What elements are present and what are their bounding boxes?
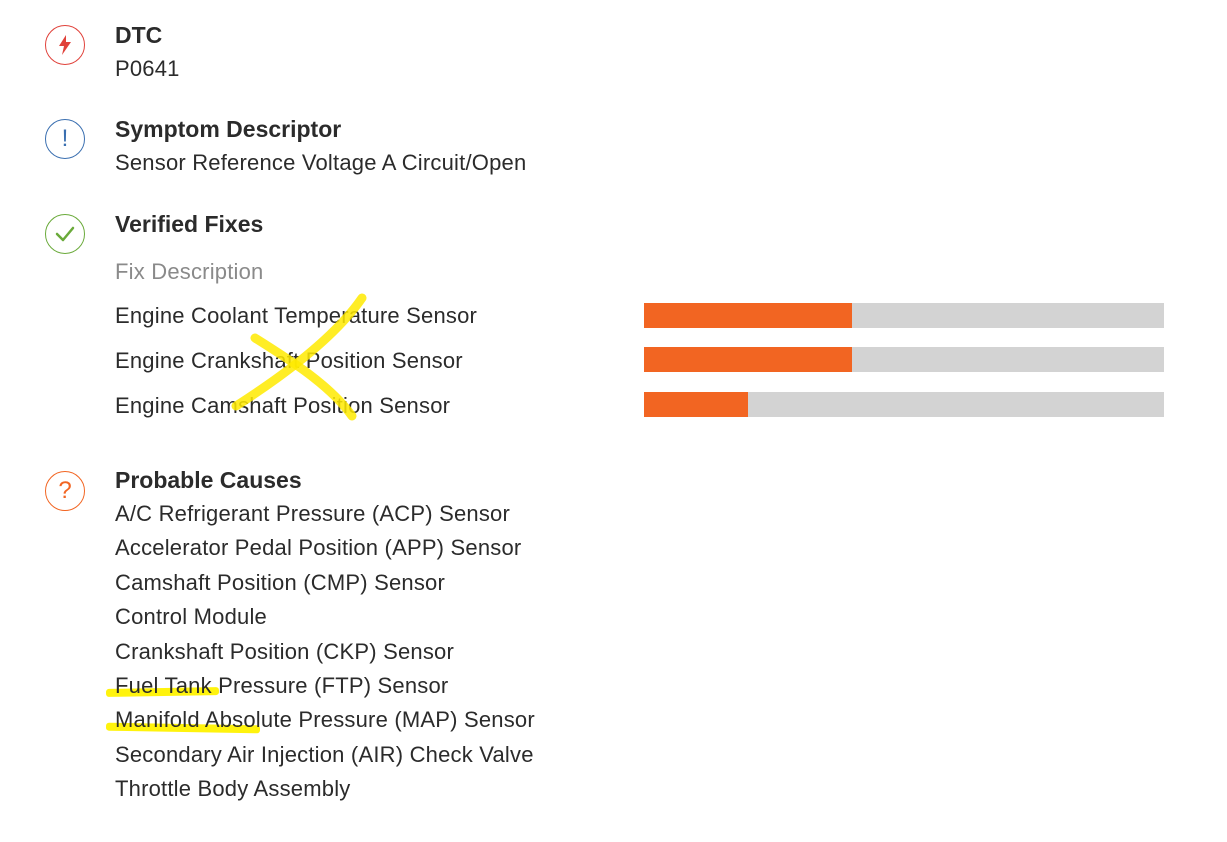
symptom-value: Sensor Reference Voltage A Circuit/Open	[115, 150, 527, 175]
check-icon	[55, 226, 75, 242]
symptom-title: Symptom Descriptor	[115, 116, 342, 142]
exclamation-icon: !	[61, 125, 69, 152]
cause-item: Fuel Tank Pressure (FTP) Sensor	[115, 673, 449, 698]
fix-bar-fill	[644, 303, 852, 328]
cause-item: Manifold Absolute Pressure (MAP) Sensor	[115, 707, 535, 732]
lightning-icon	[58, 35, 72, 55]
cause-item: Control Module	[115, 604, 267, 629]
probable-icon-circle: ?	[45, 471, 85, 511]
fix-bar-fill	[644, 392, 748, 417]
verified-icon-circle	[45, 214, 85, 254]
fix-label: Engine Coolant Temperature Sensor	[115, 303, 478, 328]
verified-title: Verified Fixes	[115, 211, 264, 237]
cause-item: Throttle Body Assembly	[115, 776, 351, 801]
dtc-value: P0641	[115, 56, 180, 81]
cause-item: Secondary Air Injection (AIR) Check Valv…	[115, 742, 534, 767]
dtc-icon-circle	[45, 25, 85, 65]
fix-bar-fill	[644, 347, 852, 372]
cause-item: Accelerator Pedal Position (APP) Sensor	[115, 535, 522, 560]
fix-bar-track	[644, 303, 1164, 328]
symptom-icon-circle: !	[45, 119, 85, 159]
fix-label: Engine Crankshaft Position Sensor	[115, 348, 463, 373]
probable-title: Probable Causes	[115, 467, 302, 493]
cause-item: Camshaft Position (CMP) Sensor	[115, 570, 445, 595]
cause-item: A/C Refrigerant Pressure (ACP) Sensor	[115, 501, 510, 526]
cause-item: Crankshaft Position (CKP) Sensor	[115, 639, 454, 664]
dtc-title: DTC	[115, 22, 163, 48]
fix-bar-track	[644, 347, 1164, 372]
fix-description-header: Fix Description	[115, 259, 264, 284]
fix-bar-track	[644, 392, 1164, 417]
fix-label: Engine Camshaft Position Sensor	[115, 393, 451, 418]
question-icon: ?	[58, 477, 72, 504]
